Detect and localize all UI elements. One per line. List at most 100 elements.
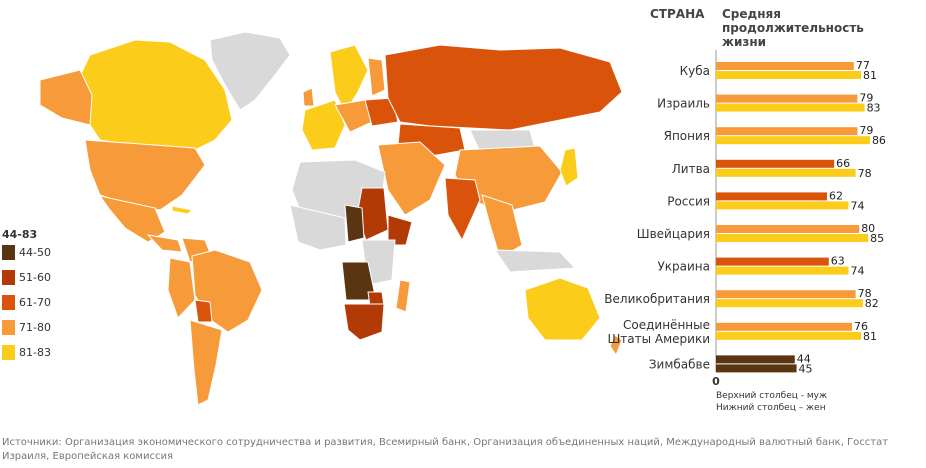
bar-male (716, 62, 854, 70)
map-region-madagascar (395, 279, 411, 313)
map-region-finland (367, 57, 386, 97)
data-label-male: 76 (854, 320, 868, 333)
data-label-male: 66 (836, 157, 850, 170)
bar-notes: Верхний столбец - муж Нижний столбец – ж… (716, 390, 827, 414)
legend-label: 61-70 (19, 296, 51, 309)
legend-swatch (2, 295, 15, 310)
data-label-female: 81 (863, 69, 877, 82)
data-label-female: 83 (867, 102, 881, 115)
data-label-female: 86 (872, 134, 886, 147)
bar-male (716, 355, 795, 364)
data-label-female: 74 (850, 199, 864, 212)
bar-female (716, 266, 849, 275)
category-label: Литва (672, 162, 710, 176)
legend-item: 61-70 (2, 295, 72, 310)
legend: 44-83 44-50 51-60 61-70 71-80 81-83 (2, 228, 72, 370)
bar-male (716, 322, 853, 331)
note-top-bar: Верхний столбец - муж (716, 391, 828, 401)
map-region-russia (384, 44, 623, 131)
bar-male (716, 94, 858, 103)
legend-label: 81-83 (19, 346, 51, 359)
legend-swatch (2, 320, 15, 335)
bar-male (716, 290, 856, 299)
metric-column-header: Средняя продолжительность жизни (722, 7, 864, 49)
data-label-male: 80 (861, 222, 875, 235)
legend-label: 71-80 (19, 321, 51, 334)
bar-female (716, 331, 861, 340)
category-label: Япония (664, 129, 710, 143)
map-region-scandinavia (329, 44, 369, 114)
map-region-mexico (98, 195, 166, 243)
data-label-male: 63 (831, 255, 845, 268)
data-label-male: 79 (859, 124, 873, 137)
legend-item: 44-50 (2, 245, 72, 260)
bar-male (716, 192, 827, 201)
data-label-female: 74 (850, 265, 864, 278)
map-region-west-africa (289, 204, 347, 251)
data-label-female: 82 (865, 297, 879, 310)
map-region-bolivia (194, 299, 213, 323)
map-region-middle-east (377, 141, 446, 216)
category-label: Соединённые (623, 318, 710, 332)
legend-title: 44-83 (2, 228, 38, 241)
bar-male (716, 257, 829, 266)
bar-female (716, 201, 849, 210)
bar-female (716, 364, 797, 373)
category-label: Россия (667, 194, 710, 208)
map-region-canada (77, 39, 233, 151)
legend-item: 51-60 (2, 270, 72, 285)
bar-female (716, 136, 870, 145)
legend-swatch (2, 245, 15, 260)
bar-female (716, 234, 869, 242)
legend-item: 81-83 (2, 345, 72, 360)
axis-zero-label: 0 (712, 375, 720, 388)
map-region-colombia-peru (167, 257, 196, 319)
legend-label: 51-60 (19, 271, 51, 284)
data-label-female: 81 (863, 330, 877, 343)
legend-swatch (2, 270, 15, 285)
map-region-greenland (209, 31, 291, 111)
category-label: Швейцария (637, 227, 710, 241)
map-region-argentina-chile (189, 319, 223, 406)
map-region-south-africa (343, 303, 385, 341)
legend-label: 44-50 (19, 246, 51, 259)
category-label: Куба (680, 64, 710, 78)
legend-swatch (2, 345, 15, 360)
category-label: Израиль (657, 97, 710, 111)
data-label-male: 62 (829, 189, 843, 202)
world-map (39, 31, 623, 406)
map-region-japan (559, 147, 579, 187)
bar-male (716, 159, 835, 168)
map-region-new-zealand (609, 334, 623, 357)
map-region-cuba (171, 205, 194, 215)
data-label-male: 44 (797, 352, 811, 365)
map-region-usa (84, 139, 206, 211)
category-label: Зимбабве (649, 357, 710, 371)
category-label: Великобритания (604, 292, 710, 306)
map-region-ethiopia (387, 214, 413, 246)
source-note: Источники: Организация экономического со… (2, 437, 889, 462)
map-region-eastern-europe (364, 97, 399, 127)
bar-female (716, 71, 861, 79)
data-label-female: 45 (799, 362, 813, 375)
category-label: Штаты Америки (607, 332, 710, 346)
data-label-male: 77 (856, 59, 870, 72)
bar-female (716, 168, 856, 177)
map-region-central-america (146, 234, 183, 253)
bar-male (716, 127, 858, 136)
map-region-india (444, 177, 481, 242)
map-region-alaska (39, 69, 93, 126)
data-label-male: 78 (858, 287, 872, 300)
data-label-female: 78 (858, 167, 872, 180)
country-column-header: СТРАНА (650, 7, 705, 21)
legend-item: 71-80 (2, 320, 72, 335)
map-region-central-africa (344, 204, 365, 243)
note-bottom-bar: Нижний столбец – жен (716, 403, 826, 413)
map-region-indonesia (494, 249, 577, 273)
bar-female (716, 299, 863, 308)
map-region-western-europe (301, 99, 346, 151)
bar-male (716, 225, 860, 233)
map-region-uk (302, 87, 315, 107)
map-region-australia (524, 277, 601, 341)
